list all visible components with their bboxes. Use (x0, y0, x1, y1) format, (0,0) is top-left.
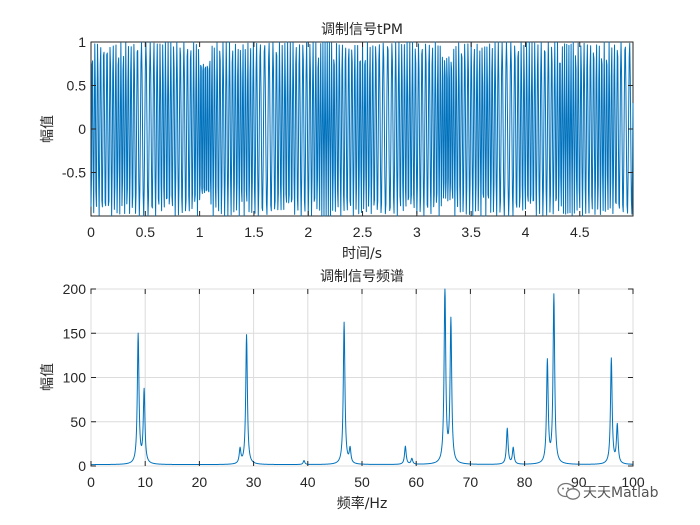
time-signal-ticks: 0 0.5 1 1.5 2 2.5 3 3.5 4 4.5 1 0.5 0 -0.5 (62, 34, 633, 240)
spectrum-chart: 0 10 20 30 40 50 60 70 80 90 100 0 50 100 150 200 调制信号频… (40, 269, 645, 512)
time-signal-series-line (90, 41, 634, 217)
x-tick-label: 1.5 (244, 224, 264, 240)
wechat-icon (557, 482, 581, 500)
x-tick-label: 1 (196, 224, 204, 240)
spectrum-ticks: 0 10 20 30 40 50 60 70 80 90 100 0 50 100 150 200 (63, 281, 645, 490)
watermark: 天天Matlab (557, 482, 659, 501)
y-tick-label: -0.5 (62, 165, 86, 181)
y-tick-label: 0 (78, 458, 86, 474)
x-tick-label: 3.5 (461, 224, 481, 240)
y-tick-label: 1 (78, 34, 86, 50)
x-tick-label: 3 (413, 224, 421, 240)
x-tick-label: 60 (408, 474, 424, 490)
x-tick-label: 100 (621, 474, 645, 490)
x-tick-label: 10 (137, 474, 153, 490)
x-tick-label: 80 (517, 474, 533, 490)
spectrum-ylabel: 幅值 (40, 363, 56, 391)
x-tick-label: 0 (87, 474, 95, 490)
x-tick-label: 20 (192, 474, 208, 490)
y-tick-label: 150 (63, 325, 87, 341)
x-tick-label: 50 (354, 474, 370, 490)
x-tick-label: 70 (463, 474, 479, 490)
watermark-text: 天天Matlab (583, 485, 659, 501)
x-tick-label: 30 (246, 474, 262, 490)
time-signal-ylabel: 幅值 (40, 115, 56, 143)
time-signal-chart: 0 0.5 1 1.5 2 2.5 3 3.5 4 4.5 1 0.5 0 -0.5 调制信号tPM 时间… (40, 22, 634, 262)
spectrum-title: 调制信号频谱 (320, 269, 404, 285)
y-tick-label: 0 (78, 121, 86, 137)
spectrum-xlabel: 频率/Hz (337, 495, 388, 512)
time-signal-xlabel: 时间/s (342, 246, 382, 262)
x-tick-label: 0 (87, 224, 95, 240)
x-tick-label: 2.5 (353, 224, 373, 240)
x-tick-label: 4.5 (570, 224, 590, 240)
y-tick-label: 100 (63, 370, 87, 386)
x-tick-label: 90 (571, 474, 587, 490)
y-tick-label: 50 (70, 414, 86, 430)
time-signal-title: 调制信号tPM (321, 22, 403, 38)
x-tick-label: 40 (300, 474, 316, 490)
x-tick-label: 2 (304, 224, 312, 240)
y-tick-label: 0.5 (67, 78, 87, 94)
x-tick-label: 4 (522, 224, 530, 240)
x-tick-label: 0.5 (136, 224, 156, 240)
y-tick-label: 200 (63, 281, 87, 297)
